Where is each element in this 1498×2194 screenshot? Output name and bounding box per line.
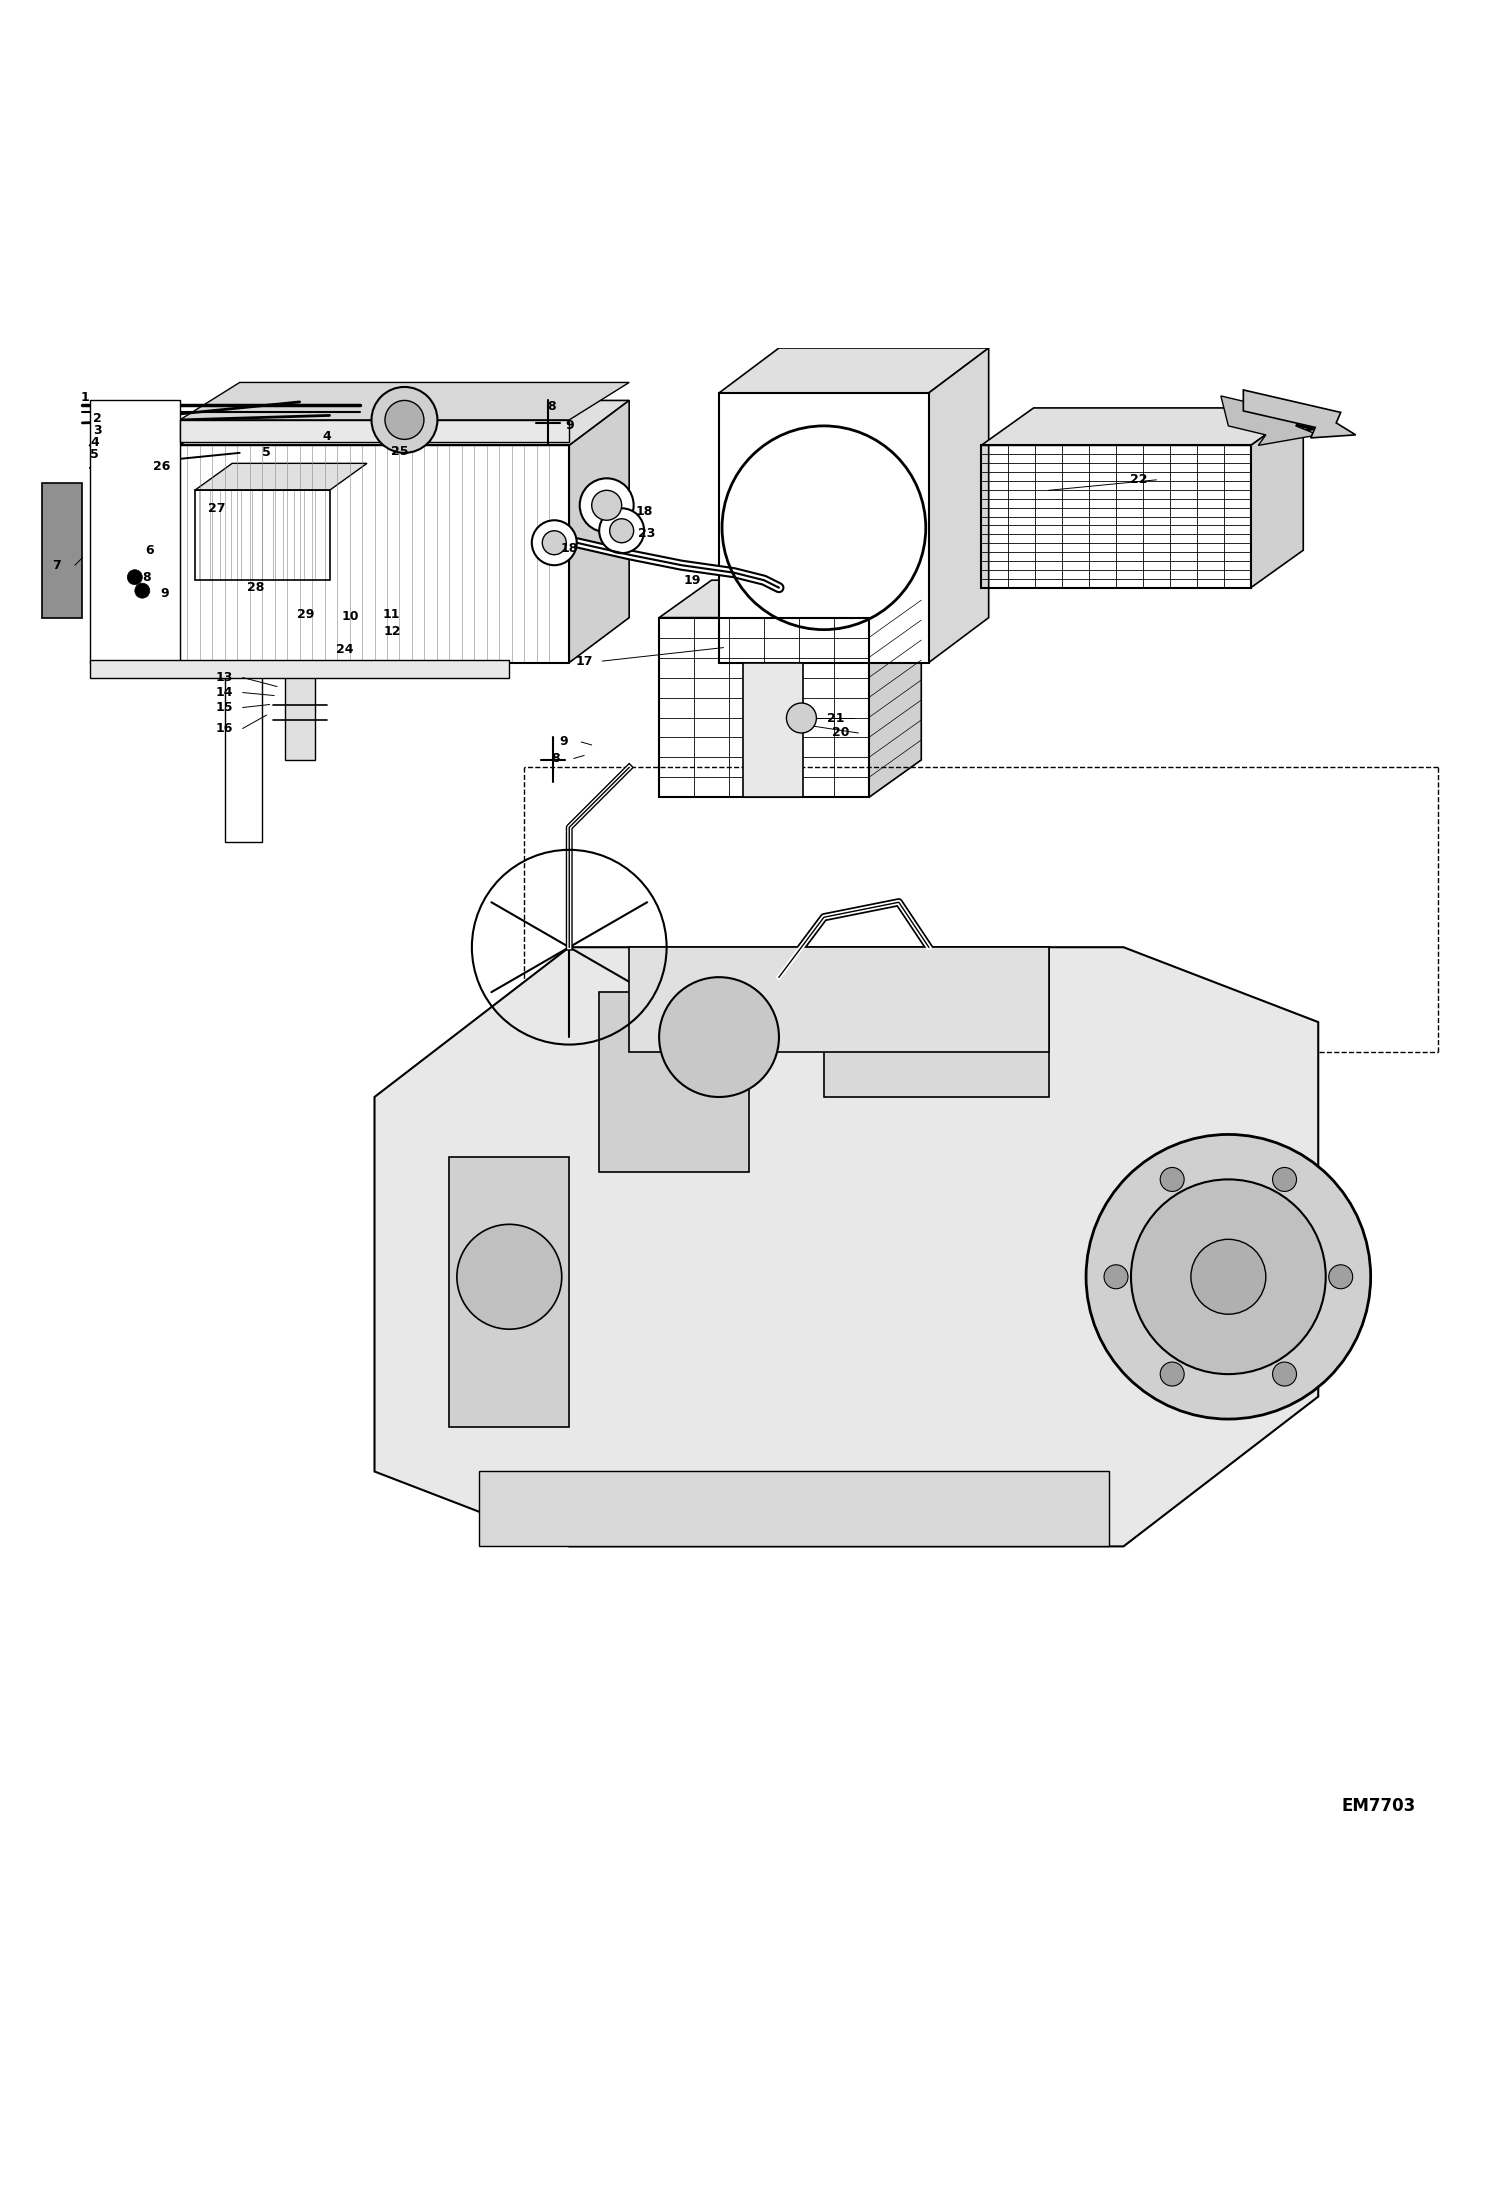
Text: 9: 9 (559, 735, 568, 748)
Text: 2: 2 (93, 412, 102, 426)
Text: 16: 16 (216, 722, 234, 735)
Circle shape (580, 478, 634, 533)
Text: 1: 1 (81, 391, 90, 404)
Text: EM7703: EM7703 (1341, 1797, 1416, 1814)
Polygon shape (374, 948, 1318, 1547)
Circle shape (1329, 1264, 1353, 1288)
Text: 19: 19 (683, 573, 701, 586)
Text: 22: 22 (1129, 474, 1147, 487)
Polygon shape (743, 647, 824, 663)
Circle shape (1272, 1362, 1296, 1387)
Text: 7: 7 (52, 559, 61, 573)
Text: 29: 29 (297, 608, 315, 621)
Polygon shape (929, 349, 989, 663)
Circle shape (1131, 1180, 1326, 1373)
Circle shape (1086, 1134, 1371, 1420)
Text: 11: 11 (382, 608, 400, 621)
Circle shape (786, 702, 816, 733)
Bar (225, 663, 262, 842)
Text: 23: 23 (638, 527, 656, 540)
Bar (449, 1156, 569, 1426)
Text: 20: 20 (831, 726, 849, 739)
Bar (180, 419, 569, 443)
Bar (479, 1472, 1109, 1547)
Bar (180, 445, 569, 663)
Circle shape (1159, 1362, 1183, 1387)
Text: 8: 8 (142, 570, 151, 584)
Text: 15: 15 (216, 702, 234, 713)
Polygon shape (869, 579, 921, 796)
Bar (743, 663, 803, 796)
Text: 4: 4 (90, 437, 99, 450)
Circle shape (532, 520, 577, 566)
Circle shape (135, 584, 150, 599)
Text: 5: 5 (90, 448, 99, 461)
Text: 25: 25 (391, 445, 409, 459)
Circle shape (1272, 1167, 1296, 1191)
Text: 3: 3 (93, 423, 102, 437)
Polygon shape (180, 402, 629, 445)
Bar (195, 489, 330, 579)
Text: 8: 8 (547, 399, 556, 412)
Polygon shape (659, 579, 921, 619)
Text: 24: 24 (336, 643, 354, 656)
Text: 13: 13 (216, 671, 234, 685)
Polygon shape (180, 382, 629, 419)
Bar (90, 402, 180, 663)
Text: 10: 10 (342, 610, 360, 623)
Circle shape (1104, 1264, 1128, 1288)
Polygon shape (981, 408, 1303, 445)
Bar (824, 948, 1049, 1097)
Text: 18: 18 (635, 505, 653, 518)
Polygon shape (195, 463, 367, 489)
Polygon shape (569, 402, 629, 663)
Circle shape (372, 386, 437, 452)
Polygon shape (1243, 391, 1356, 439)
Text: 18: 18 (560, 542, 578, 555)
Text: 21: 21 (827, 711, 845, 724)
Bar (599, 992, 749, 1172)
Text: 14: 14 (216, 687, 234, 700)
Circle shape (592, 489, 622, 520)
Text: 5: 5 (262, 445, 271, 459)
Bar (629, 948, 1049, 1053)
Bar (981, 445, 1251, 588)
Text: 9: 9 (160, 588, 169, 601)
Bar (285, 663, 315, 759)
Circle shape (1159, 1167, 1183, 1191)
Circle shape (457, 1224, 562, 1330)
Text: 8: 8 (551, 753, 560, 766)
Text: 12: 12 (383, 625, 401, 638)
Text: 6: 6 (145, 544, 154, 557)
Circle shape (659, 976, 779, 1097)
Text: 27: 27 (208, 502, 226, 516)
Circle shape (542, 531, 566, 555)
Polygon shape (42, 483, 82, 619)
Bar (90, 660, 509, 678)
Text: 26: 26 (153, 461, 171, 474)
Bar (719, 393, 929, 663)
Text: 4: 4 (322, 430, 331, 443)
Text: 9: 9 (565, 419, 574, 432)
Polygon shape (1251, 408, 1303, 588)
Circle shape (599, 509, 644, 553)
Bar (659, 619, 869, 796)
Text: 28: 28 (247, 581, 265, 595)
Circle shape (127, 570, 142, 584)
Text: 17: 17 (575, 654, 593, 667)
Circle shape (385, 402, 424, 439)
Circle shape (1191, 1240, 1266, 1314)
Circle shape (610, 518, 634, 542)
Polygon shape (1221, 395, 1318, 445)
Polygon shape (719, 349, 989, 393)
